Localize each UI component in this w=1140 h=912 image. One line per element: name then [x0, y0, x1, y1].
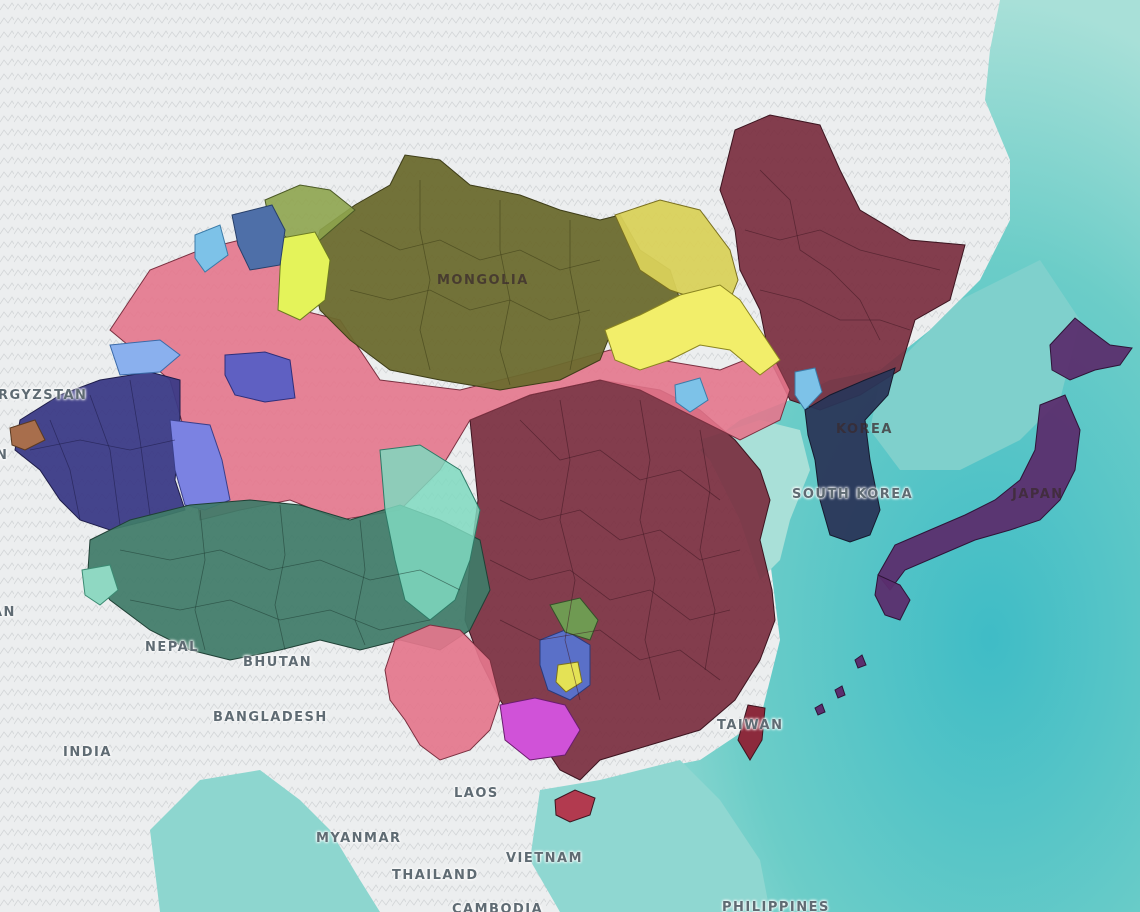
region-northeast[interactable] [719, 114, 966, 411]
region-hainan[interactable] [554, 789, 596, 823]
region-taiwan[interactable] [737, 704, 766, 761]
tibet-boundaries [119, 504, 461, 651]
region-korea[interactable] [804, 367, 896, 543]
region-light-blue-nw[interactable] [194, 224, 229, 273]
sea-japan [870, 260, 1080, 470]
region-guizhou-green[interactable] [549, 597, 599, 641]
region-kazakh-north[interactable] [224, 351, 296, 403]
region-teal-light[interactable] [379, 444, 481, 621]
region-blue-xinjiang-north[interactable] [231, 204, 286, 271]
region-japan-hokkaido[interactable] [1049, 317, 1133, 381]
region-yunnan-mixed[interactable] [384, 624, 501, 761]
region-inner-mongolia[interactable] [614, 199, 739, 301]
region-light-blue-ne2[interactable] [794, 367, 823, 411]
region-light-blue-w[interactable] [109, 339, 181, 376]
region-bright-yellow[interactable] [604, 284, 781, 376]
region-magenta[interactable] [499, 697, 581, 761]
region-brown-kashgar[interactable] [9, 419, 46, 451]
region-japan-honshu[interactable] [877, 394, 1081, 591]
region-japan-kyushu[interactable] [874, 574, 911, 621]
uyghur-boundaries [29, 379, 176, 526]
region-yellow-lime[interactable] [277, 231, 331, 321]
region-ryukyu[interactable] [814, 654, 867, 716]
region-yellow-guizhou[interactable] [555, 661, 583, 693]
mongolia-boundaries [349, 180, 601, 386]
region-teal-sw[interactable] [81, 564, 119, 606]
region-boundaries [489, 169, 941, 701]
sea-bengal [150, 770, 380, 912]
region-light-blue-ne[interactable] [674, 377, 709, 413]
